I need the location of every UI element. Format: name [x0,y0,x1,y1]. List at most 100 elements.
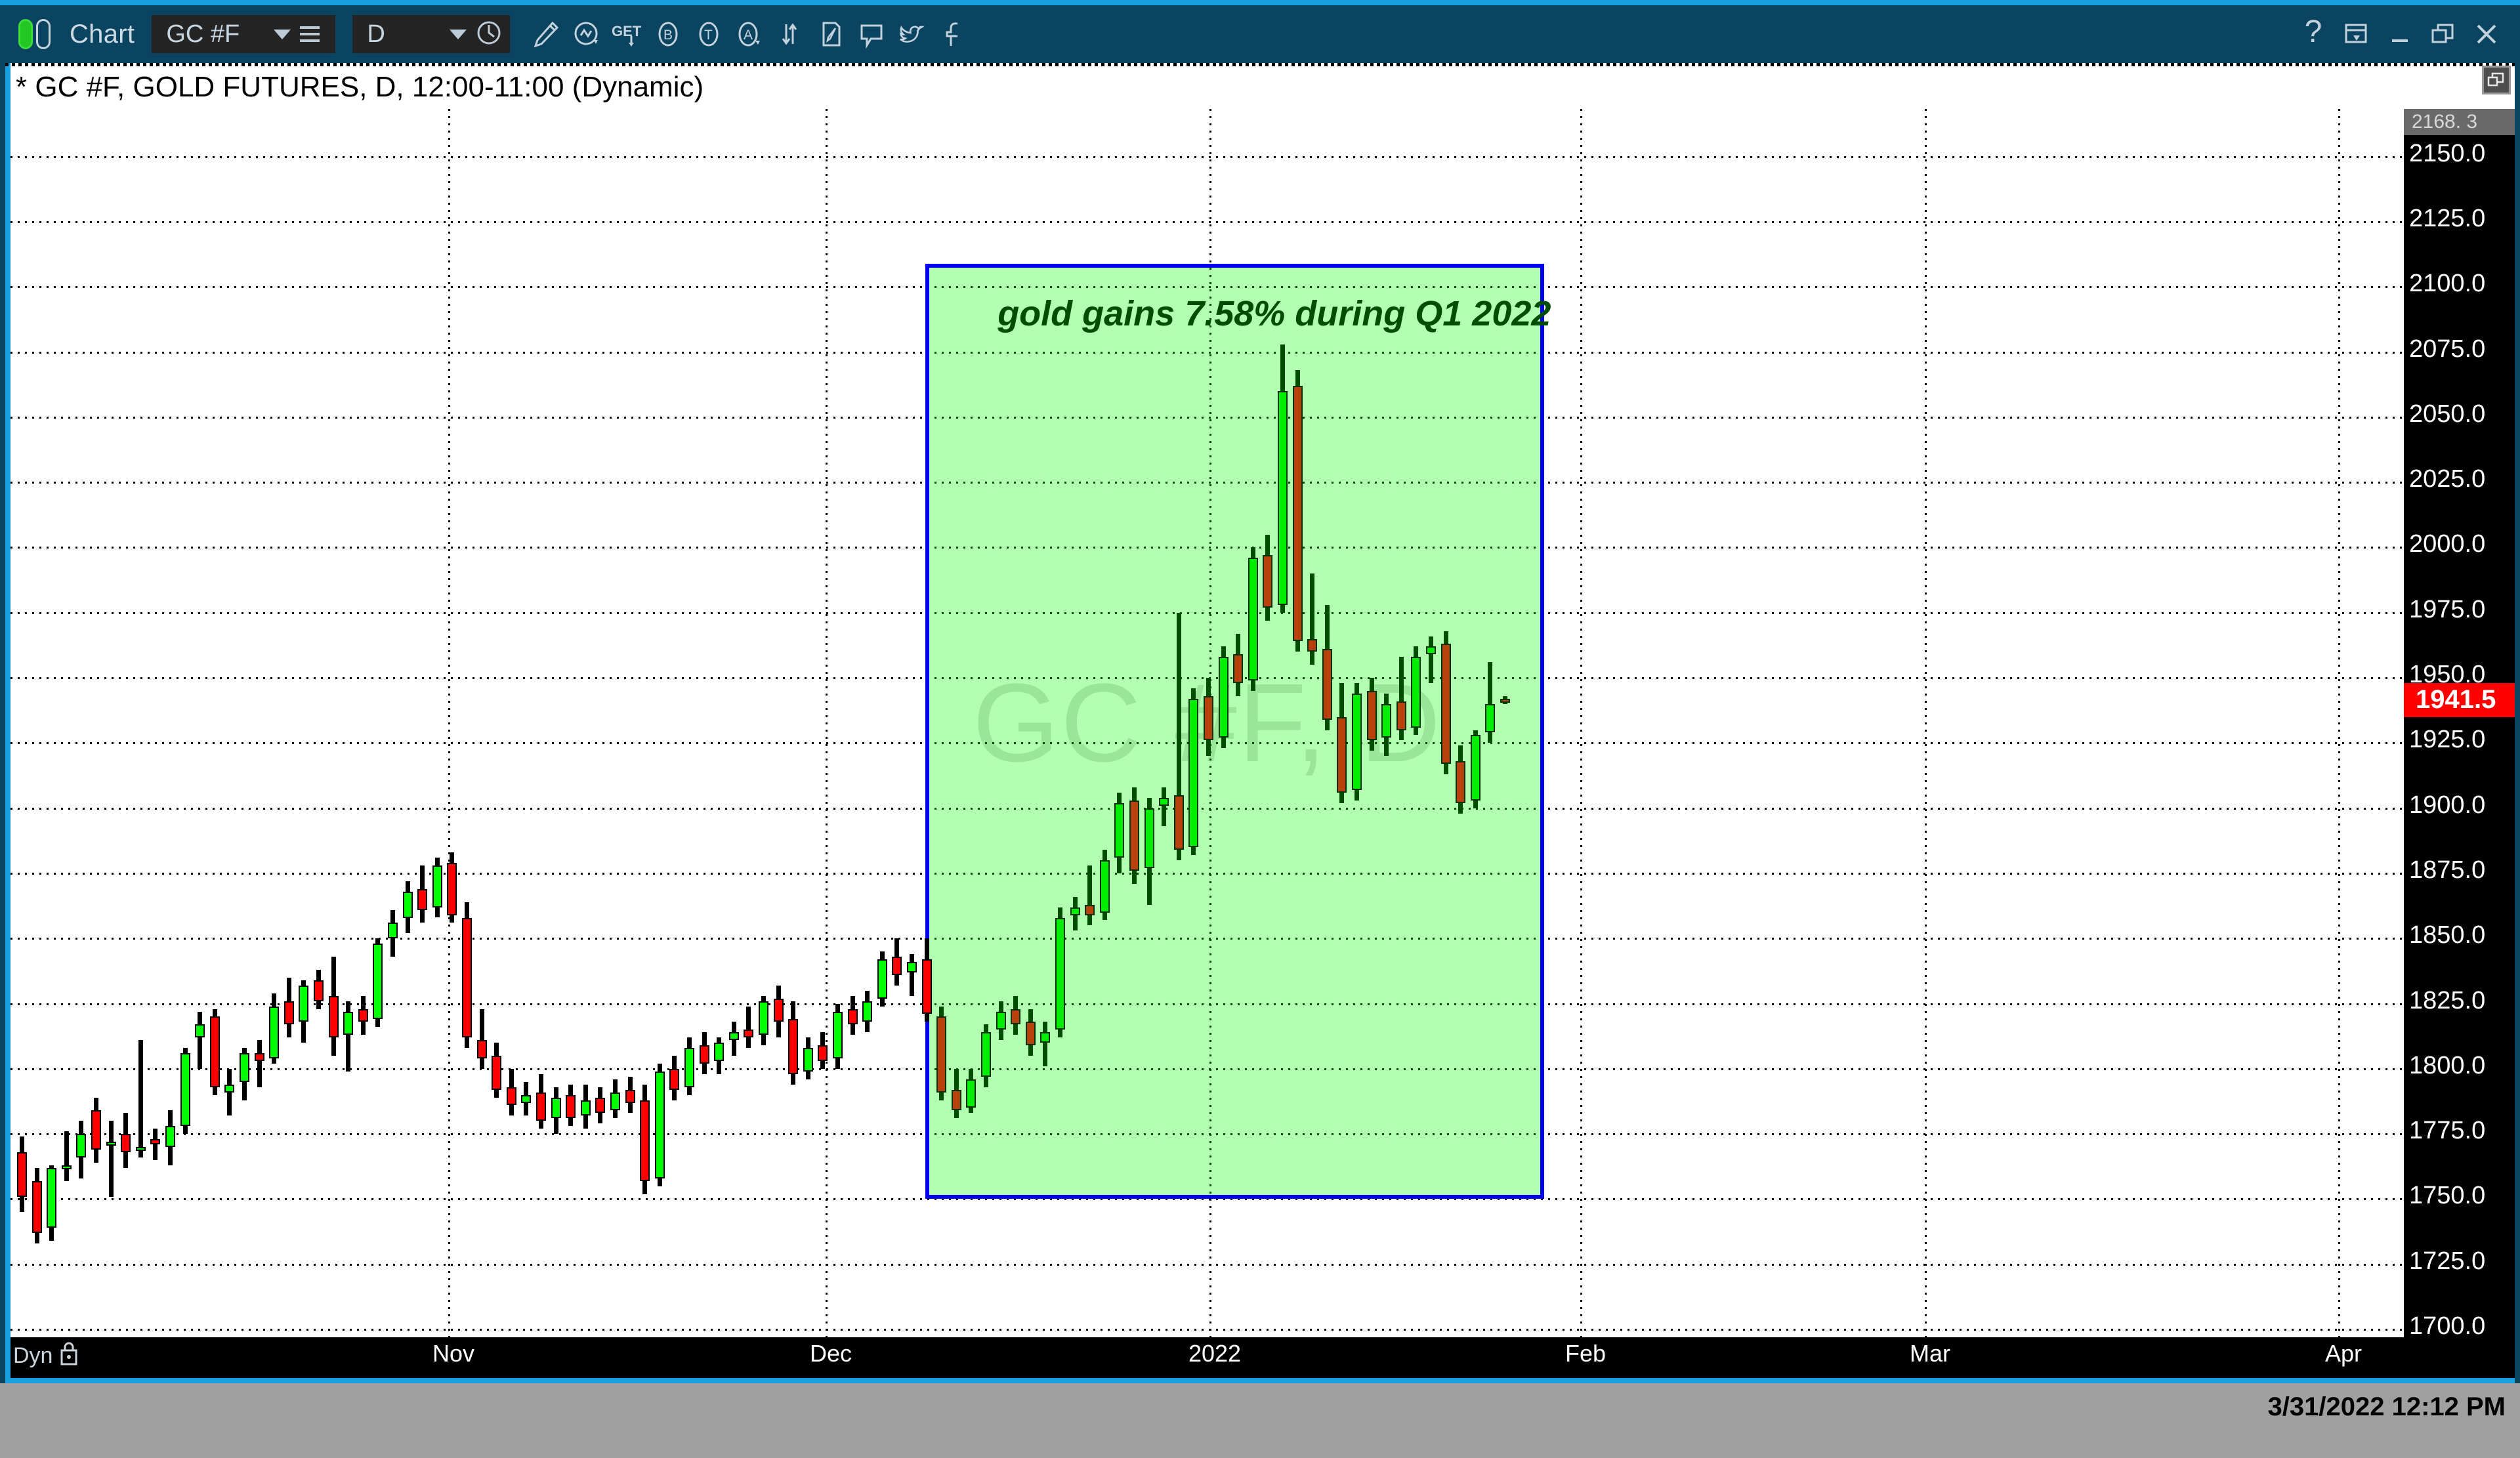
time-tick-label: Feb [1564,1340,1606,1367]
price-tick-label: 2025.0 [2409,465,2486,493]
price-tick-label: 1900.0 [2409,791,2486,819]
price-tick-label: 1775.0 [2409,1117,2486,1145]
restore-icon[interactable] [2482,66,2511,94]
clock-icon[interactable] [476,20,502,49]
candle-body [773,998,784,1022]
candle-body [921,959,932,1014]
window-layout-icon[interactable] [2335,11,2378,57]
plot-area[interactable]: GC #F, D gold gains 7.58% during Q1 2022 [10,109,2404,1337]
candle-body [877,959,887,999]
annotate-icon[interactable]: A [729,11,770,57]
window-controls: ? [2292,5,2520,63]
candle-body [892,957,902,975]
price-tick-label: 2150.0 [2409,139,2486,167]
get-icon[interactable]: GET [607,11,648,57]
symbol-input[interactable]: GC #F [152,15,336,53]
pencil-icon[interactable] [526,11,566,57]
chevron-down-icon[interactable] [450,29,467,39]
candle-wick [153,1129,158,1160]
candle-body [1352,693,1362,790]
candle-wick [1429,636,1433,684]
candle-body [180,1053,190,1127]
svg-text:GET: GET [612,23,642,39]
candle-body [966,1079,976,1108]
candle-wick [1176,612,1181,861]
candle-wick [198,1011,203,1069]
updown-arrows-icon[interactable] [770,11,810,57]
price-tick-label: 1800.0 [2409,1051,2486,1079]
candle-body [269,1006,280,1058]
candle-body [699,1045,709,1064]
candle-body [640,1100,650,1181]
candle-body [195,1024,205,1038]
status-pill-inactive [36,19,51,49]
close-icon[interactable] [2465,11,2508,57]
candle-body [165,1126,175,1148]
candle-body [209,1016,220,1087]
help-icon[interactable]: ? [2304,14,2322,49]
candle-body [1366,690,1377,741]
candle-body [150,1139,161,1145]
price-tick-label: 2125.0 [2409,204,2486,232]
candle-body [91,1110,101,1150]
restore-icon[interactable] [2422,11,2465,57]
candle-body [1426,646,1436,655]
time-tick-label: Dec [809,1340,852,1367]
note-edit-icon[interactable] [810,11,851,57]
last-price-badge: 1941.5 [2404,682,2515,717]
price-tick-label: 2075.0 [2409,335,2486,363]
candle-body [1233,654,1244,684]
chevron-down-icon[interactable] [274,29,291,39]
titlebar: Chart GC #F D [0,5,2520,63]
price-tick-label: 1700.0 [2409,1312,2486,1341]
time-axis[interactable]: Dyn Nov Dec 2022 Feb Mar Apr [10,1337,2515,1378]
hamburger-icon[interactable] [300,26,320,42]
candle-body [981,1032,991,1077]
candle-wick [227,1068,232,1116]
candle-body [595,1097,606,1114]
twitter-icon[interactable] [892,11,933,57]
candle-body [744,1030,754,1038]
candle-body [521,1094,532,1103]
svg-text:T: T [704,28,713,43]
text-icon[interactable]: T [688,11,729,57]
candle-body [1322,649,1332,720]
candle-body [669,1068,680,1090]
candle-wick [64,1131,69,1181]
candle-body [417,888,428,910]
candle-body [788,1019,799,1074]
candle-body [343,1011,354,1035]
candle-body [492,1056,502,1090]
candle-body [1025,1022,1036,1046]
candle-body [654,1071,665,1178]
interval-input[interactable]: D [352,15,511,53]
candle-body [1381,703,1392,738]
facebook-icon[interactable] [933,11,973,57]
candle-body [1011,1009,1021,1025]
candle-body [224,1084,235,1093]
candle-body [1144,808,1154,869]
bar-basic-icon[interactable]: B [648,11,688,57]
status-pill-active [18,19,33,49]
lock-icon[interactable] [58,1340,80,1372]
candle-wick [346,1001,351,1072]
indicator-icon[interactable] [566,11,607,57]
time-tick-label: 2022 [1188,1340,1242,1367]
pane-accent [5,63,10,1383]
candle-body [284,1001,294,1025]
candle-body [1263,555,1273,608]
svg-text:A: A [744,28,753,43]
candle-body [610,1092,620,1111]
candle-body [536,1092,546,1121]
minimize-icon[interactable] [2378,11,2422,57]
chart-annotation: gold gains 7.58% during Q1 2022 [998,293,1551,333]
price-axis[interactable]: 2168. 3 2150.0 2125.0 2100.0 2075.0 2050.0 20… [2404,109,2515,1340]
status-timestamp: 3/31/2022 12:12 PM [2267,1392,2506,1421]
candle-wick [479,1009,484,1069]
time-tick-label: Apr [2324,1340,2362,1367]
chat-bubble-icon[interactable] [851,11,892,57]
dynamic-lock-indicator[interactable]: Dyn [13,1340,80,1372]
candle-wick [1162,787,1167,827]
candle-body [1440,644,1451,764]
candle-body [32,1180,42,1234]
